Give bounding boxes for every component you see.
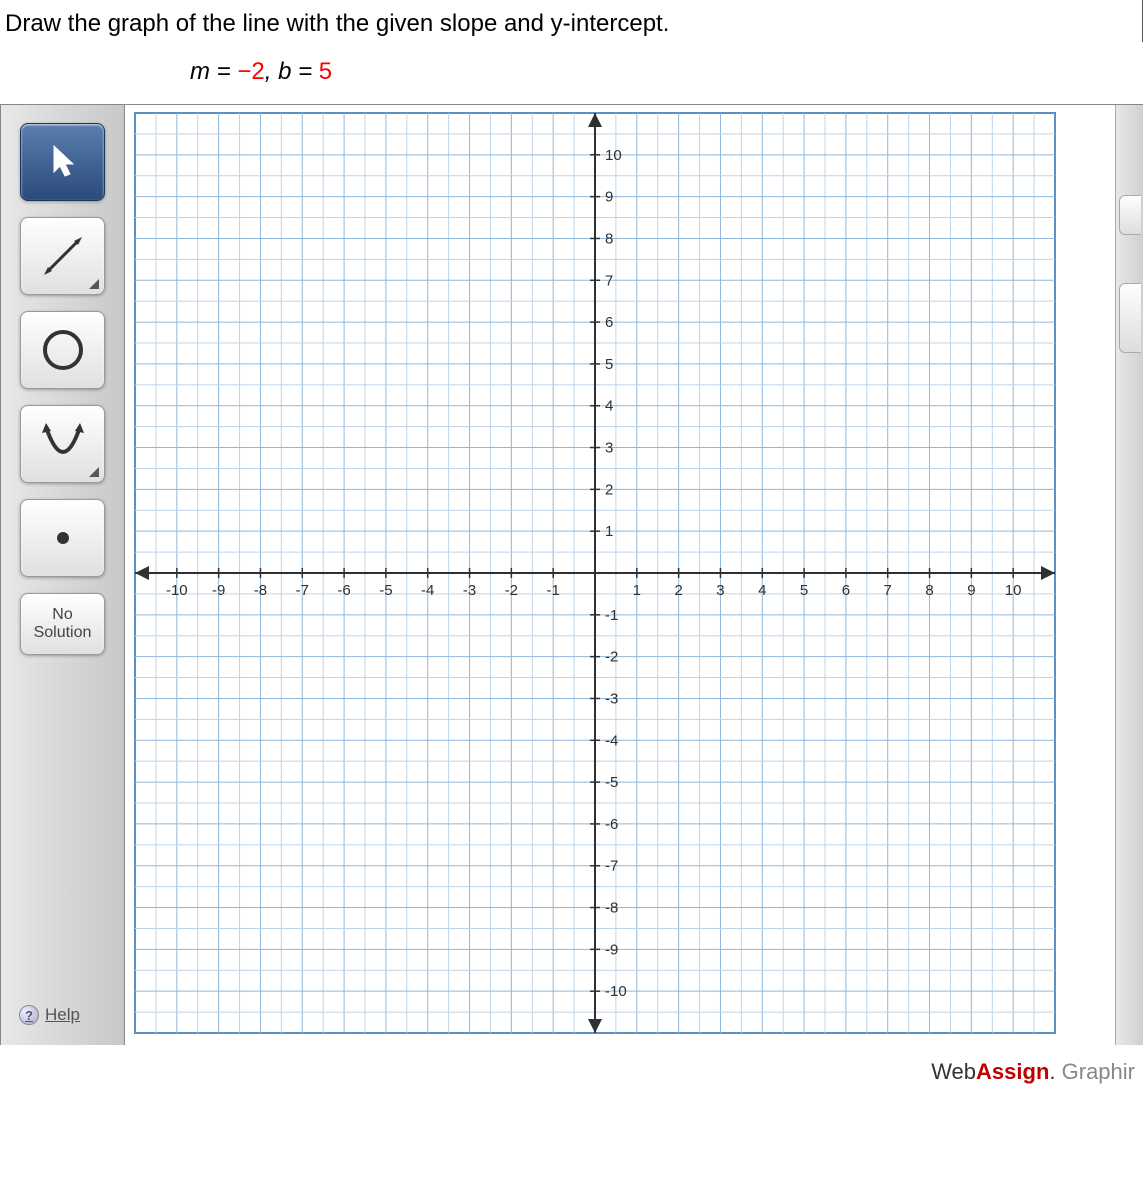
- svg-text:3: 3: [716, 582, 724, 599]
- svg-text:7: 7: [884, 582, 892, 599]
- svg-text:-2: -2: [505, 582, 518, 599]
- svg-text:-6: -6: [337, 582, 350, 599]
- svg-text:3: 3: [605, 440, 613, 457]
- coordinate-grid: -10 -9 -8 -7 -6 -5 -4 -3 -2 -1 1 2 3 4 5 6 7 8 9 10 10 9 8 7 6 5 4…: [125, 105, 1105, 1045]
- svg-text:1: 1: [605, 523, 613, 540]
- svg-text:9: 9: [605, 189, 613, 206]
- svg-text:4: 4: [605, 398, 613, 415]
- dropdown-indicator-icon: [89, 467, 99, 477]
- svg-text:-1: -1: [547, 582, 560, 599]
- graphing-tool: No Solution ? Help -10-9-8-7-6-5-4-3-2-1…: [0, 104, 1143, 1045]
- parabola-icon: [38, 419, 88, 469]
- svg-text:-9: -9: [212, 582, 225, 599]
- svg-text:-5: -5: [379, 582, 392, 599]
- eq-eq1: =: [210, 58, 237, 85]
- svg-text:5: 5: [605, 356, 613, 373]
- brand-web: Web: [931, 1059, 976, 1084]
- line-icon: [38, 231, 88, 281]
- svg-text:-1: -1: [605, 607, 618, 624]
- svg-text:9: 9: [967, 582, 975, 599]
- svg-text:-2: -2: [605, 649, 618, 666]
- svg-text:7: 7: [605, 272, 613, 289]
- eq-b-value: 5: [319, 58, 332, 85]
- eq-comma: ,: [265, 58, 278, 85]
- svg-text:-10: -10: [166, 582, 188, 599]
- svg-text:4: 4: [758, 582, 766, 599]
- eq-m-value: −2: [237, 58, 264, 85]
- svg-text:-7: -7: [296, 582, 309, 599]
- svg-text:-9: -9: [605, 941, 618, 958]
- parabola-tool-button[interactable]: [20, 405, 105, 483]
- svg-text:-3: -3: [605, 690, 618, 707]
- svg-text:-3: -3: [463, 582, 476, 599]
- footer-branding: WebAssign. Graphir: [0, 1045, 1143, 1093]
- help-label: Help: [45, 1005, 80, 1025]
- svg-text:5: 5: [800, 582, 808, 599]
- svg-text:6: 6: [605, 314, 613, 331]
- eq-m-label: m: [190, 58, 210, 85]
- svg-text:-8: -8: [605, 900, 618, 917]
- line-tool-button[interactable]: [20, 217, 105, 295]
- circle-tool-button[interactable]: [20, 311, 105, 389]
- svg-text:10: 10: [1005, 582, 1022, 599]
- svg-text:1: 1: [633, 582, 641, 599]
- svg-text:10: 10: [605, 147, 622, 164]
- svg-text:-4: -4: [605, 732, 618, 749]
- dropdown-indicator-icon: [89, 279, 99, 289]
- svg-text:-8: -8: [254, 582, 267, 599]
- pointer-icon: [46, 142, 80, 182]
- question-text: Draw the graph of the line with the give…: [0, 0, 1143, 42]
- right-rail-button-2[interactable]: [1119, 283, 1141, 353]
- eq-eq2: =: [291, 58, 318, 85]
- point-tool-button[interactable]: [20, 499, 105, 577]
- help-link[interactable]: ? Help: [19, 1005, 80, 1025]
- svg-text:-7: -7: [605, 858, 618, 875]
- svg-text:-10: -10: [605, 983, 627, 1000]
- no-solution-button[interactable]: No Solution: [20, 593, 105, 655]
- brand-assign: Assign: [976, 1059, 1049, 1084]
- svg-text:-4: -4: [421, 582, 434, 599]
- svg-text:-5: -5: [605, 774, 618, 791]
- svg-text:6: 6: [842, 582, 850, 599]
- tool-palette: No Solution ? Help: [0, 105, 125, 1045]
- right-toolbar: [1115, 105, 1143, 1045]
- equation: m = −2, b = 5: [0, 42, 1143, 104]
- no-solution-label-2: Solution: [34, 624, 92, 642]
- svg-text:8: 8: [925, 582, 933, 599]
- svg-text:-6: -6: [605, 816, 618, 833]
- pointer-tool-button[interactable]: [20, 123, 105, 201]
- help-icon: ?: [19, 1005, 39, 1025]
- svg-text:2: 2: [605, 481, 613, 498]
- eq-b-label: b: [278, 58, 291, 85]
- svg-text:8: 8: [605, 230, 613, 247]
- right-rail-button-1[interactable]: [1119, 195, 1141, 235]
- point-icon: [38, 513, 88, 563]
- no-solution-label-1: No: [52, 606, 72, 624]
- graph-canvas[interactable]: -10 -9 -8 -7 -6 -5 -4 -3 -2 -1 1 2 3 4 5 6 7 8 9 10 10 9 8 7 6 5 4…: [125, 105, 1115, 1045]
- circle-icon: [38, 325, 88, 375]
- brand-graphir: Graphir: [1056, 1059, 1135, 1084]
- svg-text:2: 2: [674, 582, 682, 599]
